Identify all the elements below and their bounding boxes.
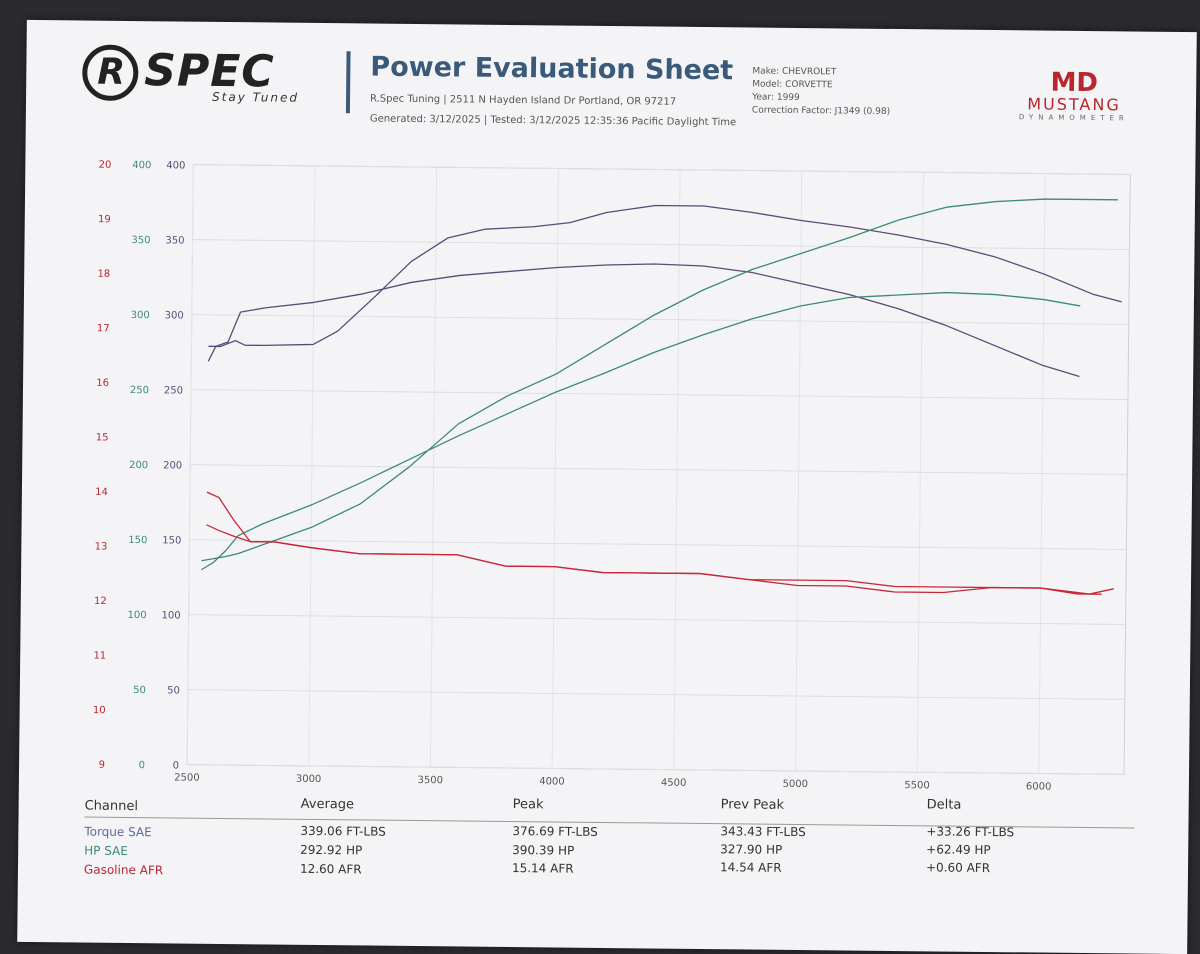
hp-tick-label: 50: [133, 685, 146, 696]
hp-tick-label: 350: [131, 235, 150, 246]
v-gridline: [673, 169, 681, 770]
row-torque-channel: Torque SAE: [84, 824, 152, 840]
series-line-afr-previous: [206, 524, 1102, 595]
torque-tick-label: 0: [173, 760, 179, 771]
header-prev-peak: Prev Peak: [720, 797, 785, 813]
dyno-sheet: SPEC Stay Tuned Power Evaluation Sheet R…: [17, 19, 1197, 954]
v-gridline: [916, 172, 924, 773]
x-tick-label: 2500: [174, 772, 200, 783]
torque-tick-label: 50: [167, 685, 180, 696]
afr-tick-label: 13: [95, 541, 108, 552]
row-afr-channel: Gasoline AFR: [83, 862, 164, 878]
afr-tick-label: 12: [94, 596, 107, 607]
torque-tick-label: 250: [164, 385, 183, 396]
hp-tick-label: 200: [129, 460, 148, 471]
x-tick-label: 4500: [661, 778, 687, 789]
series-line-afr-current: [206, 491, 1114, 595]
torque-tick-label: 350: [165, 235, 184, 246]
header-delta: Delta: [926, 797, 962, 813]
h-gridline: [187, 689, 1125, 700]
afr-tick-label: 16: [96, 378, 109, 389]
hp-tick-label: 300: [131, 310, 150, 321]
chart-lines: [200, 198, 1122, 595]
afr-tick-label: 11: [93, 651, 106, 662]
x-tick-label: 3500: [418, 775, 444, 786]
x-tick-label: 5000: [783, 779, 809, 790]
afr-tick-label: 18: [97, 269, 110, 280]
torque-tick-label: 150: [162, 535, 181, 546]
h-gridline: [190, 389, 1128, 400]
torque-tick-label: 100: [161, 610, 180, 621]
row-hp-delta: +62.49 HP: [926, 842, 991, 858]
h-gridline: [193, 164, 1131, 175]
h-gridline: [188, 614, 1126, 625]
header-average: Average: [300, 796, 355, 813]
afr-tick-label: 9: [99, 760, 105, 771]
row-hp-channel: HP SAE: [84, 843, 128, 859]
row-torque-prev-peak: 343.43 FT-LBS: [720, 824, 806, 840]
series-line-hp-current: [201, 198, 1118, 562]
torque-tick-label: 400: [166, 160, 185, 171]
header-peak: Peak: [512, 797, 544, 813]
torque-tick-label: 300: [165, 310, 184, 321]
x-tick-label: 3000: [296, 774, 322, 785]
v-gridline: [186, 164, 194, 765]
h-gridline: [187, 764, 1125, 775]
afr-tick-label: 14: [95, 487, 108, 498]
row-torque-average: 339.06 FT-LBS: [300, 823, 386, 839]
x-tick-label: 4000: [539, 776, 565, 787]
chart-axes: 9101112131415161718192005010015020025030…: [93, 160, 1052, 793]
x-tick-label: 6000: [1026, 781, 1052, 792]
hp-tick-label: 400: [132, 160, 151, 171]
dyno-chart: 9101112131415161718192005010015020025030…: [93, 160, 1131, 793]
h-gridline: [192, 239, 1130, 250]
h-gridline: [190, 464, 1128, 475]
afr-tick-label: 15: [96, 432, 109, 443]
row-hp-average: 292.92 HP: [300, 842, 363, 858]
row-torque-delta: +33.26 FT-LBS: [926, 824, 1015, 840]
row-afr-prev-peak: 14.54 AFR: [719, 860, 782, 875]
v-gridline: [794, 171, 803, 771]
hp-tick-label: 250: [130, 385, 149, 396]
hp-tick-label: 100: [127, 610, 146, 621]
row-hp-prev-peak: 327.90 HP: [720, 842, 783, 857]
v-gridline: [308, 165, 316, 766]
hp-tick-label: 0: [139, 760, 145, 771]
chart-grid: [186, 164, 1131, 775]
torque-tick-label: 200: [163, 460, 182, 471]
row-torque-peak: 376.69 FT-LBS: [512, 824, 598, 839]
series-line-hp-previous: [200, 291, 1081, 571]
afr-tick-label: 10: [93, 705, 106, 716]
hp-tick-label: 150: [128, 535, 147, 546]
header-channel: Channel: [84, 798, 139, 815]
series-line-torque-current: [208, 204, 1122, 348]
afr-tick-label: 19: [98, 214, 111, 225]
x-tick-label: 5500: [904, 780, 930, 791]
v-gridline: [429, 167, 438, 768]
afr-tick-label: 17: [97, 323, 110, 334]
h-gridline: [189, 539, 1127, 550]
row-afr-peak: 15.14 AFR: [511, 861, 574, 876]
afr-tick-label: 20: [99, 160, 112, 171]
v-gridline: [551, 168, 559, 769]
row-hp-peak: 390.39 HP: [512, 843, 575, 858]
series-line-torque-previous: [207, 263, 1080, 378]
h-gridline: [191, 314, 1129, 325]
row-afr-delta: +0.60 AFR: [925, 860, 991, 876]
row-afr-average: 12.60 AFR: [299, 861, 362, 877]
